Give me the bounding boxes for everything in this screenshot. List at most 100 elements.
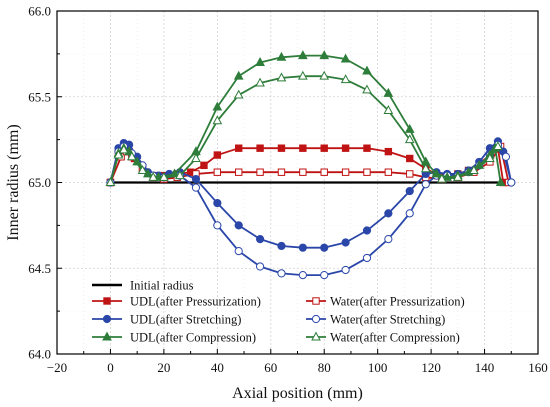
data-point (320, 144, 328, 152)
data-point (404, 123, 415, 133)
legend-label: Water(after Compression) (330, 331, 460, 345)
x-tick-label: 60 (264, 360, 277, 375)
data-point (298, 50, 308, 60)
series-4 (106, 140, 516, 280)
data-point (277, 144, 286, 152)
x-axis-title: Axial position (mm) (232, 385, 363, 402)
data-point (255, 77, 265, 87)
data-point (507, 178, 516, 187)
legend-label: UDL(after Stretching) (130, 313, 241, 327)
data-point (362, 226, 372, 235)
data-point (341, 144, 350, 152)
data-point (436, 173, 447, 183)
data-point (384, 209, 393, 218)
legend-label: Water(after Pressurization) (330, 295, 465, 309)
legend-entry-6: Water(after Compression) (306, 331, 460, 345)
data-point (406, 154, 414, 163)
legend-marker (103, 297, 111, 305)
data-point (235, 168, 243, 176)
data-point (320, 243, 329, 252)
legend-entry-3: UDL(after Stretching) (92, 313, 241, 327)
series-5 (105, 50, 506, 186)
data-point (384, 147, 393, 156)
data-point (320, 168, 328, 176)
data-point (495, 177, 506, 186)
data-point (255, 262, 265, 271)
x-tick-label: −20 (47, 360, 67, 375)
data-point (384, 168, 393, 176)
data-point (213, 151, 222, 159)
data-point (404, 134, 415, 144)
legend-label: Initial radius (130, 279, 194, 293)
data-point (233, 70, 244, 80)
x-tick-label: 0 (107, 360, 114, 375)
legend-marker (311, 331, 321, 341)
data-point (405, 186, 414, 196)
data-point (319, 70, 330, 80)
legend-entry-0: Initial radius (92, 279, 194, 293)
data-point (384, 234, 393, 244)
data-point (363, 168, 371, 176)
data-point (276, 51, 287, 61)
y-tick-label: 64.5 (28, 261, 51, 276)
data-point (159, 171, 169, 181)
series-3 (106, 137, 516, 252)
data-point (213, 168, 222, 176)
legend-entry-4: Water(after Stretching) (306, 313, 445, 327)
data-point (277, 241, 286, 251)
data-point (320, 271, 329, 280)
data-point (298, 70, 308, 80)
plot-series (105, 50, 516, 280)
data-point (175, 170, 185, 180)
legend-entry-2: Water(after Pressurization) (306, 295, 465, 309)
x-tick-label: 20 (157, 360, 170, 375)
x-tick-label: 40 (211, 360, 224, 375)
data-point (277, 168, 286, 176)
legend-marker (311, 314, 321, 324)
series-line (109, 75, 499, 183)
data-point (234, 221, 243, 230)
data-point (493, 141, 503, 150)
data-point (341, 265, 350, 275)
data-point (191, 153, 201, 162)
data-point (341, 238, 350, 247)
data-point (277, 269, 286, 278)
y-tick-label: 65.5 (28, 89, 51, 104)
legend-marker (102, 314, 112, 324)
data-point (113, 149, 124, 159)
x-tick-label: 160 (528, 360, 548, 375)
data-point (118, 144, 129, 154)
data-point (452, 171, 463, 181)
series-line (109, 54, 502, 183)
y-tick-label: 66.0 (28, 4, 51, 19)
x-tick-label: 120 (421, 360, 441, 375)
data-point (341, 168, 350, 176)
data-point (200, 161, 208, 170)
data-point (299, 168, 307, 176)
data-point (212, 115, 223, 125)
data-point (501, 152, 511, 161)
data-point (105, 177, 116, 186)
legend: Initial radius UDL(after Pressurization) W… (92, 279, 465, 345)
data-point (383, 105, 394, 114)
series-line (109, 140, 513, 249)
data-point (126, 151, 137, 161)
data-point (137, 165, 148, 174)
data-point (319, 50, 330, 60)
data-point (233, 89, 244, 99)
x-tick-label: 80 (318, 360, 331, 375)
data-point (363, 144, 371, 152)
data-point (256, 144, 264, 152)
axis-ticks: −20 0 20 40 60 80 100 120 140 160 64.0 64.5 65.0 65.5… (28, 4, 548, 376)
data-point (420, 163, 431, 173)
data-point (469, 165, 479, 174)
x-tick-label: 100 (368, 360, 388, 375)
data-point (276, 72, 287, 82)
data-point (298, 271, 307, 280)
legend-marker (312, 297, 320, 305)
data-point (255, 56, 265, 66)
series-line (109, 143, 513, 277)
data-point (362, 84, 372, 94)
legend-marker (102, 331, 112, 341)
